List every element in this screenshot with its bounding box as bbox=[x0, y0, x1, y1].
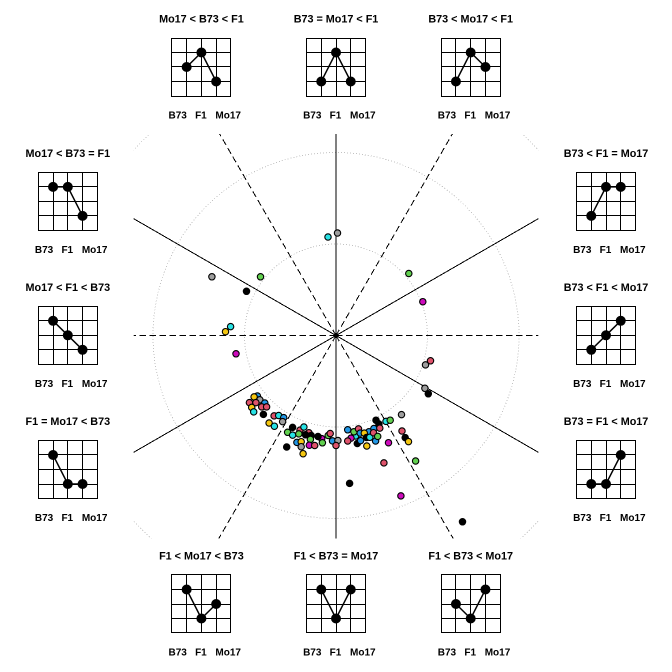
svg-text:Mo17 < B73 < F1: Mo17 < B73 < F1 bbox=[159, 14, 244, 26]
svg-text:B73 = Mo17 < F1: B73 = Mo17 < F1 bbox=[294, 14, 379, 26]
svg-text:F1 < B73 < Mo17: F1 < B73 < Mo17 bbox=[428, 551, 513, 563]
svg-text:B73 < Mo17 < F1: B73 < Mo17 < F1 bbox=[428, 14, 513, 26]
svg-text:F1 < Mo17 < B73: F1 < Mo17 < B73 bbox=[159, 551, 244, 563]
svg-text:Mo17: Mo17 bbox=[215, 111, 241, 122]
svg-text:B73: B73 bbox=[303, 111, 322, 122]
svg-text:Mo17 < F1 < B73: Mo17 < F1 < B73 bbox=[25, 282, 110, 294]
svg-text:F1 < B73 = Mo17: F1 < B73 = Mo17 bbox=[294, 551, 379, 563]
svg-text:Mo17: Mo17 bbox=[215, 648, 241, 659]
svg-text:Mo17: Mo17 bbox=[350, 648, 376, 659]
svg-text:F1: F1 bbox=[61, 379, 73, 390]
svg-text:Mo17: Mo17 bbox=[620, 513, 646, 524]
svg-text:F1: F1 bbox=[464, 648, 476, 659]
svg-text:Mo17: Mo17 bbox=[620, 245, 646, 256]
svg-text:F1: F1 bbox=[195, 648, 207, 659]
svg-text:B73: B73 bbox=[573, 513, 592, 524]
svg-text:Mo17: Mo17 bbox=[620, 379, 646, 390]
svg-text:Mo17: Mo17 bbox=[485, 111, 511, 122]
svg-text:B73: B73 bbox=[35, 379, 54, 390]
svg-text:B73: B73 bbox=[303, 648, 322, 659]
svg-text:B73: B73 bbox=[168, 648, 187, 659]
svg-text:B73 = F1 < Mo17: B73 = F1 < Mo17 bbox=[564, 416, 649, 428]
svg-text:B73 < F1 = Mo17: B73 < F1 = Mo17 bbox=[564, 148, 649, 160]
svg-text:Mo17: Mo17 bbox=[82, 379, 108, 390]
svg-text:Mo17: Mo17 bbox=[82, 245, 108, 256]
svg-text:F1: F1 bbox=[195, 111, 207, 122]
svg-text:F1: F1 bbox=[600, 513, 612, 524]
svg-text:F1: F1 bbox=[330, 111, 342, 122]
svg-text:B73: B73 bbox=[35, 513, 54, 524]
svg-text:F1: F1 bbox=[61, 245, 73, 256]
svg-text:B73: B73 bbox=[573, 245, 592, 256]
svg-text:B73: B73 bbox=[168, 111, 187, 122]
svg-text:B73: B73 bbox=[438, 111, 457, 122]
svg-text:F1: F1 bbox=[464, 111, 476, 122]
svg-text:F1: F1 bbox=[330, 648, 342, 659]
svg-text:B73: B73 bbox=[573, 379, 592, 390]
svg-text:Mo17: Mo17 bbox=[350, 111, 376, 122]
svg-text:B73 < F1 < Mo17: B73 < F1 < Mo17 bbox=[564, 282, 649, 294]
svg-text:F1: F1 bbox=[600, 379, 612, 390]
svg-text:F1 = Mo17 < B73: F1 = Mo17 < B73 bbox=[25, 416, 110, 428]
svg-text:Mo17: Mo17 bbox=[485, 648, 511, 659]
svg-text:F1: F1 bbox=[61, 513, 73, 524]
svg-text:B73: B73 bbox=[438, 648, 457, 659]
svg-text:F1: F1 bbox=[600, 245, 612, 256]
svg-text:B73: B73 bbox=[35, 245, 54, 256]
svg-text:Mo17 < B73 = F1: Mo17 < B73 = F1 bbox=[25, 148, 110, 160]
svg-text:Mo17: Mo17 bbox=[82, 513, 108, 524]
